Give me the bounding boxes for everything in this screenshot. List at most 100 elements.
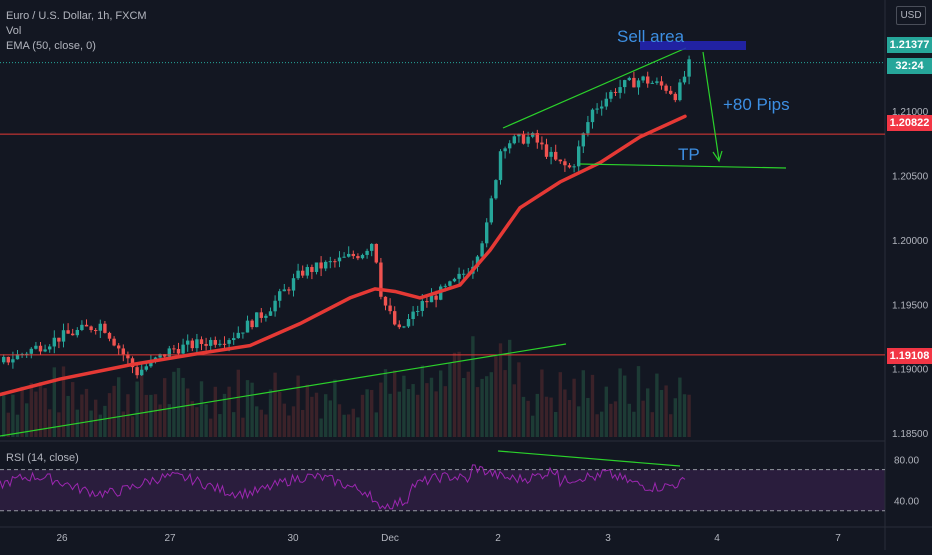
candle xyxy=(126,354,130,359)
candle xyxy=(121,348,125,355)
volume-bar xyxy=(452,352,457,437)
volume-bar xyxy=(402,375,406,437)
candle xyxy=(107,332,112,339)
current-price-tag: 1.21377 xyxy=(887,37,932,53)
sell-zone-box[interactable] xyxy=(640,41,746,50)
time-tick-label: 3 xyxy=(605,533,611,544)
currency-selector[interactable]: USD xyxy=(896,6,926,25)
candle xyxy=(342,256,346,258)
volume-bar xyxy=(480,378,484,437)
volume-bar xyxy=(337,404,342,437)
time-tick-label: Dec xyxy=(381,533,399,544)
candle xyxy=(540,142,544,145)
volume-bar xyxy=(282,403,286,437)
volume-bar xyxy=(429,377,434,437)
volume-bar xyxy=(471,336,475,437)
candle xyxy=(163,354,167,357)
candle xyxy=(572,166,576,168)
trendline-wedge-upper[interactable] xyxy=(502,47,687,129)
ema-line xyxy=(0,114,687,397)
candle xyxy=(641,76,645,81)
volume-bar xyxy=(255,406,259,437)
candle xyxy=(567,165,572,168)
candle xyxy=(618,87,622,93)
candle xyxy=(25,353,29,355)
volume-bar xyxy=(20,386,24,437)
volume-bar xyxy=(595,414,599,437)
rsi-divergence-line[interactable] xyxy=(497,450,681,467)
candle xyxy=(259,312,263,318)
candle xyxy=(659,81,664,86)
candle xyxy=(213,339,217,345)
candle xyxy=(2,356,6,363)
volume-bar xyxy=(646,388,650,437)
candle xyxy=(655,81,659,83)
candle xyxy=(531,133,535,137)
volume-bar xyxy=(517,362,521,437)
volume-bar xyxy=(618,368,622,437)
volume-bar xyxy=(526,400,530,437)
volume-bar xyxy=(310,396,314,437)
volume-bar xyxy=(167,404,171,437)
volume-bar xyxy=(135,381,139,437)
volume-bar xyxy=(57,412,61,437)
volume-bar xyxy=(52,367,56,437)
volume-bar xyxy=(181,377,185,437)
candle xyxy=(526,136,530,144)
tp-annotation[interactable]: TP xyxy=(678,145,700,164)
volume-bar xyxy=(687,394,691,437)
candle xyxy=(682,76,687,83)
trendline-wedge-lower[interactable] xyxy=(579,163,787,169)
volume-bar xyxy=(218,414,222,437)
sell-area-annotation[interactable]: Sell area xyxy=(617,27,685,46)
volume-bar xyxy=(448,363,452,437)
trendline-rising-support[interactable] xyxy=(0,343,567,437)
candle xyxy=(452,278,457,282)
volume-bar xyxy=(98,414,102,437)
volume-indicator-label[interactable]: Vol xyxy=(6,25,22,37)
candle xyxy=(590,109,595,123)
volume-bar xyxy=(176,368,181,437)
candle xyxy=(360,254,365,259)
candle xyxy=(494,180,498,199)
candle xyxy=(176,348,181,354)
volume-bar xyxy=(508,339,512,437)
volume-bar xyxy=(195,407,199,437)
candle xyxy=(144,366,148,370)
volume-bar xyxy=(374,412,378,437)
rsi-indicator-label[interactable]: RSI (14, close) xyxy=(6,452,79,464)
target-arrow-line[interactable] xyxy=(702,51,720,161)
volume-bar xyxy=(112,385,116,437)
candle xyxy=(158,354,162,358)
candle xyxy=(609,91,613,99)
candle xyxy=(255,312,259,328)
volume-bar xyxy=(393,370,397,437)
volume-bar xyxy=(351,408,355,437)
candle xyxy=(52,337,56,347)
volume-bar xyxy=(590,374,595,437)
candle xyxy=(627,77,631,81)
pips-annotation[interactable]: +80 Pips xyxy=(723,95,790,114)
candle xyxy=(439,286,443,300)
volume-bar xyxy=(503,370,507,437)
ema-indicator-label[interactable]: EMA (50, close, 0) xyxy=(6,40,96,52)
candle xyxy=(268,311,273,316)
candle xyxy=(577,146,581,167)
volume-bar xyxy=(678,377,682,437)
candle xyxy=(503,148,507,152)
symbol-title[interactable]: Euro / U.S. Dollar, 1h, FXCM xyxy=(6,10,147,22)
volume-bar xyxy=(365,389,369,437)
candle xyxy=(117,345,121,349)
candle xyxy=(6,356,10,363)
volume-bar xyxy=(655,373,659,437)
volume-bar xyxy=(540,369,544,437)
volume-bar xyxy=(314,392,319,437)
volume-bar xyxy=(531,415,535,437)
candle xyxy=(89,326,93,331)
volume-bar xyxy=(370,389,374,437)
candle xyxy=(475,256,480,267)
volume-bar xyxy=(11,394,15,437)
